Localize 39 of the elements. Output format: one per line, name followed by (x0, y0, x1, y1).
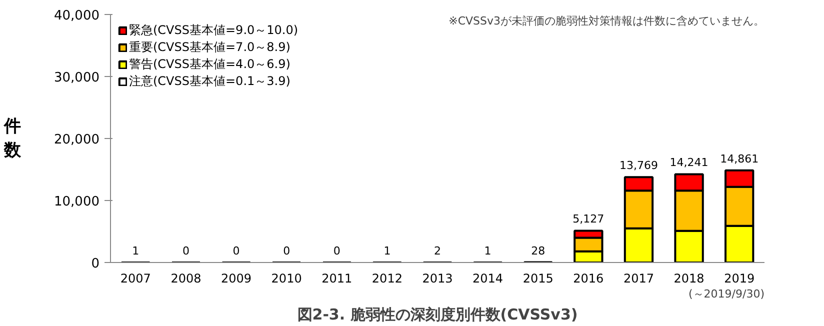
total-label: 0 (182, 244, 190, 258)
total-label: 13,769 (619, 159, 658, 172)
total-label: 14,861 (720, 152, 759, 166)
total-label: 0 (283, 244, 290, 258)
x-tick-label: 2007 (120, 272, 151, 286)
total-label: 1 (132, 244, 140, 258)
y-tick-label: 0 (91, 256, 100, 272)
total-label: 1 (384, 244, 391, 258)
legend-label: 緊急(CVSS基本値=9.0～10.0) (129, 22, 298, 39)
total-label: 1 (484, 244, 492, 258)
y-tick-label: 40,000 (54, 8, 100, 24)
total-label: 14,241 (670, 156, 708, 170)
total-label: 0 (232, 244, 240, 258)
total-label: 0 (333, 244, 340, 258)
text: (～2019/9/30) (688, 288, 765, 300)
text: 図2-3. 脆弱性の深刻度別件数(CVSSv3) (297, 306, 578, 324)
legend-label: 警告(CVSS基本値=4.0～6.9) (129, 56, 290, 73)
total-label: 5,127 (572, 212, 604, 226)
x-tick-label: 2015 (522, 272, 554, 286)
x-tick-label: 2017 (623, 272, 654, 286)
x-tick-label: 2016 (573, 272, 604, 286)
x-tick-label: 2008 (170, 272, 202, 286)
x-tick-label: 2010 (271, 272, 302, 286)
legend-label: 注意(CVSS基本値=0.1～3.9) (129, 73, 290, 90)
legend-label: 重要(CVSS基本値=7.0～8.9) (129, 39, 290, 56)
annotation: ※CVSSv3が未評価の脆弱性対策情報は件数に含めていません。 (448, 14, 765, 28)
y-tick-label: 20,000 (54, 132, 100, 148)
x-tick-label: 2012 (372, 272, 402, 286)
x-tick-label: 2011 (322, 272, 352, 286)
total-label: 28 (531, 244, 546, 258)
x-tick-label: 2009 (221, 272, 252, 286)
x-tick-label: 2014 (472, 272, 504, 286)
x-tick-label: 2018 (674, 272, 704, 286)
y-tick-label: 30,000 (54, 70, 100, 86)
y-axis-title: 件数 (3, 116, 22, 160)
x-tick-label: 2019 (724, 272, 755, 286)
total-label: 2 (434, 244, 441, 258)
y-tick-label: 10,000 (54, 194, 100, 210)
x-tick-label: 2013 (422, 272, 453, 286)
